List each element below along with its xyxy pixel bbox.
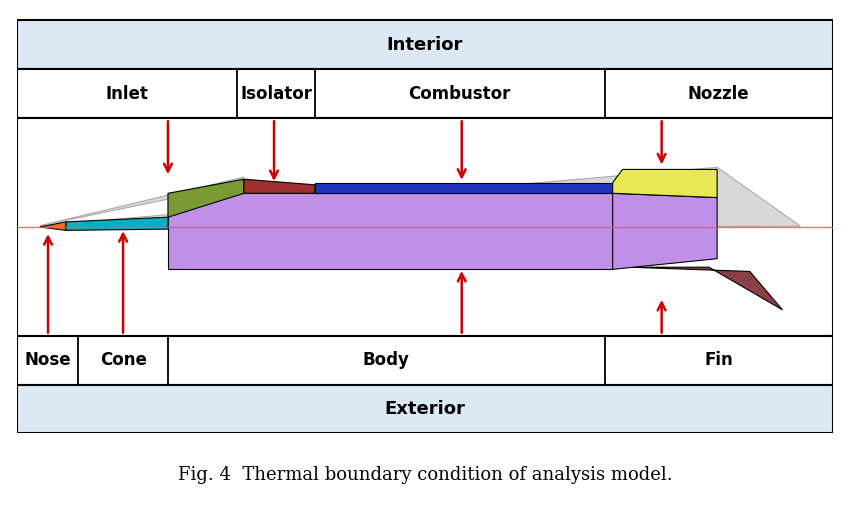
- Bar: [17, 385, 833, 433]
- Polygon shape: [613, 169, 717, 198]
- Text: Exterior: Exterior: [384, 400, 466, 418]
- Polygon shape: [244, 179, 314, 193]
- Polygon shape: [40, 167, 801, 227]
- Bar: [17, 119, 833, 336]
- Polygon shape: [629, 267, 782, 310]
- Bar: [314, 183, 613, 193]
- Text: Cone: Cone: [99, 351, 146, 369]
- Bar: [17, 21, 833, 69]
- Text: Fin: Fin: [705, 351, 734, 369]
- Text: Nozzle: Nozzle: [688, 85, 750, 103]
- Text: Nose: Nose: [25, 351, 71, 369]
- Bar: [17, 69, 833, 119]
- Polygon shape: [66, 217, 168, 230]
- Text: Fig. 4  Thermal boundary condition of analysis model.: Fig. 4 Thermal boundary condition of ana…: [178, 465, 672, 484]
- Text: Combustor: Combustor: [409, 85, 511, 103]
- Polygon shape: [613, 193, 717, 269]
- Bar: [17, 336, 833, 385]
- Polygon shape: [40, 222, 66, 230]
- Text: Interior: Interior: [387, 36, 463, 54]
- Text: Inlet: Inlet: [105, 85, 149, 103]
- Bar: [168, 193, 613, 269]
- Text: Isolator: Isolator: [240, 85, 312, 103]
- Polygon shape: [168, 179, 244, 217]
- Text: Body: Body: [363, 351, 410, 369]
- Polygon shape: [40, 177, 244, 226]
